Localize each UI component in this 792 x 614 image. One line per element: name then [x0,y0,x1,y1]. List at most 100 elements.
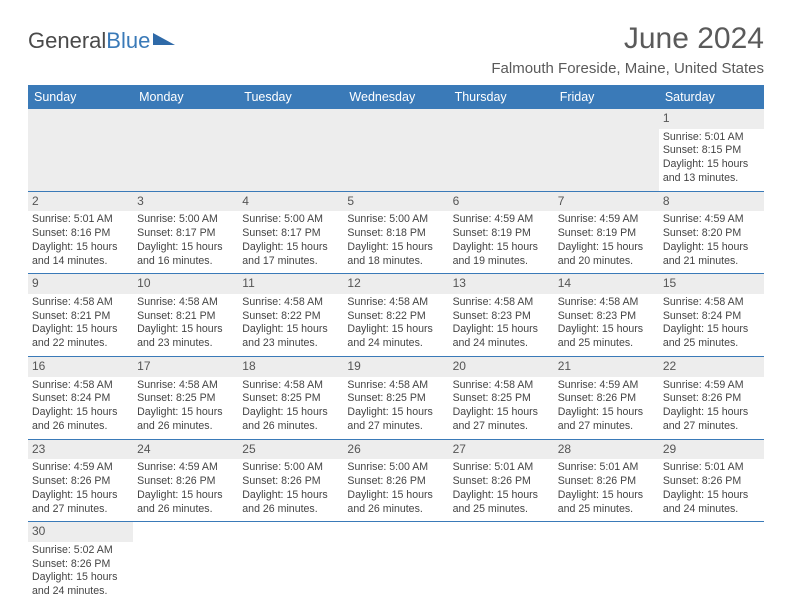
calendar-row: 9Sunrise: 4:58 AMSunset: 8:21 PMDaylight… [28,274,764,357]
calendar-cell: 4Sunrise: 5:00 AMSunset: 8:17 PMDaylight… [238,191,343,274]
sunset-line: Sunset: 8:26 PM [242,475,339,489]
sunrise-line: Sunrise: 4:58 AM [663,296,760,310]
logo-text-2: Blue [106,28,150,54]
calendar-cell-empty [554,109,659,191]
sunrise-line: Sunrise: 4:59 AM [663,379,760,393]
sunset-line: Sunset: 8:19 PM [453,227,550,241]
sunset-line: Sunset: 8:20 PM [663,227,760,241]
day-number: 23 [28,440,133,460]
daylight-line: Daylight: 15 hours and 26 minutes. [347,489,444,517]
sunset-line: Sunset: 8:25 PM [137,392,234,406]
sunrise-line: Sunrise: 4:59 AM [558,379,655,393]
day-number: 29 [659,440,764,460]
sunrise-line: Sunrise: 5:00 AM [347,461,444,475]
calendar-cell: 3Sunrise: 5:00 AMSunset: 8:17 PMDaylight… [133,191,238,274]
daylight-line: Daylight: 15 hours and 26 minutes. [137,489,234,517]
calendar-cell-empty [238,109,343,191]
calendar-cell: 17Sunrise: 4:58 AMSunset: 8:25 PMDayligh… [133,356,238,439]
calendar-cell: 10Sunrise: 4:58 AMSunset: 8:21 PMDayligh… [133,274,238,357]
daylight-line: Daylight: 15 hours and 20 minutes. [558,241,655,269]
daylight-line: Daylight: 15 hours and 23 minutes. [242,323,339,351]
daylight-line: Daylight: 15 hours and 27 minutes. [453,406,550,434]
calendar-cell: 11Sunrise: 4:58 AMSunset: 8:22 PMDayligh… [238,274,343,357]
day-number: 8 [659,192,764,212]
sunset-line: Sunset: 8:17 PM [242,227,339,241]
logo-text-1: General [28,28,106,54]
calendar-cell: 24Sunrise: 4:59 AMSunset: 8:26 PMDayligh… [133,439,238,522]
day-number: 1 [659,109,764,129]
day-number: 22 [659,357,764,377]
calendar-table: SundayMondayTuesdayWednesdayThursdayFrid… [28,85,764,604]
sunset-line: Sunset: 8:25 PM [242,392,339,406]
sunset-line: Sunset: 8:26 PM [663,475,760,489]
sunrise-line: Sunrise: 4:58 AM [242,296,339,310]
sunrise-line: Sunrise: 4:58 AM [347,296,444,310]
day-number: 3 [133,192,238,212]
daylight-line: Daylight: 15 hours and 18 minutes. [347,241,444,269]
day-number: 2 [28,192,133,212]
daylight-line: Daylight: 15 hours and 22 minutes. [32,323,129,351]
weekday-header: Saturday [659,85,764,109]
calendar-body: 1Sunrise: 5:01 AMSunset: 8:15 PMDaylight… [28,109,764,604]
weekday-header: Friday [554,85,659,109]
location: Falmouth Foreside, Maine, United States [491,60,764,77]
sunrise-line: Sunrise: 4:58 AM [453,296,550,310]
sunrise-line: Sunrise: 5:01 AM [453,461,550,475]
header: GeneralBlue June 2024 Falmouth Foreside,… [28,22,764,77]
sunrise-line: Sunrise: 5:01 AM [558,461,655,475]
calendar-cell-empty [28,109,133,191]
day-number: 13 [449,274,554,294]
sunrise-line: Sunrise: 4:58 AM [453,379,550,393]
day-number: 5 [343,192,448,212]
day-number: 20 [449,357,554,377]
sunset-line: Sunset: 8:18 PM [347,227,444,241]
day-number: 14 [554,274,659,294]
sunset-line: Sunset: 8:26 PM [137,475,234,489]
day-number: 27 [449,440,554,460]
month-title: June 2024 [491,22,764,56]
day-number: 25 [238,440,343,460]
sunrise-line: Sunrise: 4:58 AM [137,379,234,393]
daylight-line: Daylight: 15 hours and 16 minutes. [137,241,234,269]
sunset-line: Sunset: 8:25 PM [347,392,444,406]
calendar-cell: 26Sunrise: 5:00 AMSunset: 8:26 PMDayligh… [343,439,448,522]
calendar-cell: 30Sunrise: 5:02 AMSunset: 8:26 PMDayligh… [28,522,133,604]
daylight-line: Daylight: 15 hours and 21 minutes. [663,241,760,269]
daylight-line: Daylight: 15 hours and 25 minutes. [558,323,655,351]
calendar-cell: 27Sunrise: 5:01 AMSunset: 8:26 PMDayligh… [449,439,554,522]
calendar-cell: 15Sunrise: 4:58 AMSunset: 8:24 PMDayligh… [659,274,764,357]
sunset-line: Sunset: 8:26 PM [453,475,550,489]
calendar-cell: 16Sunrise: 4:58 AMSunset: 8:24 PMDayligh… [28,356,133,439]
day-number: 28 [554,440,659,460]
daylight-line: Daylight: 15 hours and 13 minutes. [663,158,760,186]
daylight-line: Daylight: 15 hours and 24 minutes. [663,489,760,517]
day-number: 24 [133,440,238,460]
calendar-cell: 19Sunrise: 4:58 AMSunset: 8:25 PMDayligh… [343,356,448,439]
calendar-row: 1Sunrise: 5:01 AMSunset: 8:15 PMDaylight… [28,109,764,191]
sunrise-line: Sunrise: 4:59 AM [663,213,760,227]
daylight-line: Daylight: 15 hours and 25 minutes. [453,489,550,517]
sunset-line: Sunset: 8:19 PM [558,227,655,241]
day-number: 9 [28,274,133,294]
calendar-cell: 8Sunrise: 4:59 AMSunset: 8:20 PMDaylight… [659,191,764,274]
calendar-cell: 12Sunrise: 4:58 AMSunset: 8:22 PMDayligh… [343,274,448,357]
calendar-cell-empty [659,522,764,604]
daylight-line: Daylight: 15 hours and 26 minutes. [32,406,129,434]
calendar-cell: 5Sunrise: 5:00 AMSunset: 8:18 PMDaylight… [343,191,448,274]
sunrise-line: Sunrise: 5:01 AM [663,461,760,475]
sunrise-line: Sunrise: 5:00 AM [137,213,234,227]
title-block: June 2024 Falmouth Foreside, Maine, Unit… [491,22,764,77]
calendar-cell: 22Sunrise: 4:59 AMSunset: 8:26 PMDayligh… [659,356,764,439]
sunrise-line: Sunrise: 4:59 AM [32,461,129,475]
calendar-cell: 6Sunrise: 4:59 AMSunset: 8:19 PMDaylight… [449,191,554,274]
sunrise-line: Sunrise: 4:58 AM [32,296,129,310]
day-number: 7 [554,192,659,212]
calendar-cell-empty [449,522,554,604]
day-number: 26 [343,440,448,460]
logo: GeneralBlue [28,22,175,54]
daylight-line: Daylight: 15 hours and 27 minutes. [663,406,760,434]
sunset-line: Sunset: 8:26 PM [32,558,129,572]
calendar-cell-empty [133,522,238,604]
sunset-line: Sunset: 8:16 PM [32,227,129,241]
calendar-row: 16Sunrise: 4:58 AMSunset: 8:24 PMDayligh… [28,356,764,439]
